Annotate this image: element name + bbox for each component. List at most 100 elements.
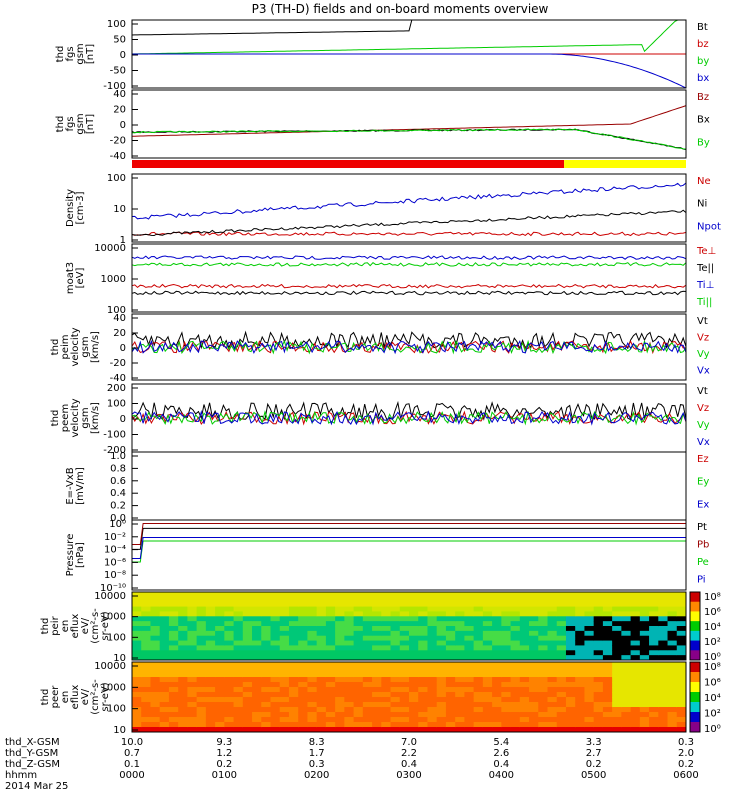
spectrogram-cell: [464, 635, 475, 642]
spectrogram-cell: [529, 655, 539, 661]
spectrogram-cell: [132, 682, 142, 688]
spectrogram-cell: [242, 727, 253, 733]
spectrogram-cell: [612, 667, 622, 673]
spectrogram-cell: [252, 722, 262, 728]
spectrogram-cell: [132, 712, 142, 718]
spectrogram-cell: [298, 655, 308, 661]
spectrogram-cell: [187, 687, 198, 693]
spectrogram-cell: [252, 727, 262, 733]
spectrogram-cell: [409, 611, 419, 617]
spectrogram-cell: [630, 606, 641, 612]
spectrogram-cell: [538, 702, 548, 708]
spectrogram-cell: [224, 606, 235, 612]
x-row-value: 0.4: [401, 759, 417, 770]
spectrogram-cell: [436, 630, 447, 637]
spectrogram-cell: [233, 592, 244, 598]
spectrogram-cell: [436, 655, 447, 661]
spectrogram-cell: [501, 601, 512, 608]
spectrogram-cell: [224, 596, 235, 603]
y-tick-label: 20: [113, 328, 126, 339]
spectrogram-cell: [630, 662, 641, 668]
spectrogram-cell: [565, 640, 576, 646]
spectrogram-cell: [455, 687, 465, 693]
spectrogram-cell: [621, 677, 632, 683]
spectrogram-cell: [676, 626, 687, 632]
spectrogram-cell: [538, 611, 548, 617]
spectrogram-cell: [288, 645, 299, 651]
spectrogram-cell: [492, 667, 502, 673]
spectrogram-cell: [233, 626, 244, 632]
spectrogram-cell: [529, 692, 539, 698]
spectrogram-cell: [390, 626, 401, 632]
spectrogram-cell: [565, 672, 576, 678]
spectrogram-cell: [649, 672, 659, 678]
series-line-npot: [131, 182, 687, 220]
spectrogram-cell: [187, 677, 198, 683]
spectrogram-cell: [261, 687, 271, 693]
spectrogram-cell: [233, 682, 244, 688]
spectrogram-cell: [390, 635, 401, 642]
spectrogram-cell: [492, 697, 502, 703]
spectrogram-cell: [288, 606, 299, 612]
spectrogram-cell: [667, 596, 678, 603]
panel-frame: [131, 243, 687, 313]
spectrogram-cell: [325, 682, 336, 688]
spectrogram-cell: [187, 662, 198, 668]
spectrogram-cell: [325, 621, 336, 627]
spectrogram-cell: [224, 626, 235, 632]
spectrogram-cell: [270, 601, 281, 608]
spectrogram-cell: [141, 717, 151, 723]
spectrogram-cell: [325, 667, 336, 673]
legend-entry: bx: [697, 73, 709, 84]
spectrogram-cell: [215, 640, 225, 646]
spectrogram-cell: [593, 692, 604, 698]
spectrogram-cell: [464, 650, 475, 656]
spectrogram-cell: [279, 677, 290, 683]
spectrogram-cell: [612, 672, 622, 678]
y-tick-label: 20: [113, 105, 126, 116]
spectrogram-cell: [676, 655, 687, 661]
spectrogram-cell: [224, 662, 235, 668]
spectrogram-cell: [372, 616, 382, 622]
spectrogram-cell: [224, 650, 235, 656]
spectrogram-cell: [492, 682, 502, 688]
spectrogram-cell: [409, 621, 419, 627]
spectrogram-cell: [233, 601, 244, 608]
spectrogram-cell: [298, 677, 308, 683]
spectrogram-cell: [427, 712, 438, 718]
spectrogram-cell: [141, 611, 151, 617]
spectrogram-cell: [344, 677, 355, 683]
y-tick-label: 10: [113, 725, 126, 736]
spectrogram-cell: [529, 606, 539, 612]
spectrogram-cell: [381, 662, 392, 668]
spectrogram-cell: [381, 717, 392, 723]
spectrogram-cell: [639, 677, 650, 683]
spectrogram-cell: [279, 616, 290, 622]
spectrogram-cell: [159, 722, 170, 728]
spectrogram-cell: [584, 596, 595, 603]
spectrogram-cell: [529, 601, 539, 608]
spectrogram-cell: [464, 662, 475, 668]
spectrogram-cell: [353, 592, 364, 598]
y-axis-label: en: [60, 620, 71, 633]
spectrogram-cell: [353, 687, 364, 693]
spectrogram-cell: [159, 626, 170, 632]
spectrogram-cell: [390, 707, 401, 713]
spectrogram-cell: [242, 697, 253, 703]
panel-frame: [131, 591, 687, 661]
spectrogram-cell: [381, 677, 392, 683]
spectrogram-cell: [242, 687, 253, 693]
spectrogram-cell: [547, 626, 558, 632]
spectrogram-cell: [187, 616, 198, 622]
spectrogram-cell: [492, 645, 502, 651]
spectrogram-cell: [667, 687, 678, 693]
legend-entry: Vx: [697, 437, 710, 448]
spectrogram-cell: [215, 697, 225, 703]
spectrogram-cell: [298, 630, 308, 637]
spectrogram-cell: [639, 667, 650, 673]
spectrogram-cell: [492, 606, 502, 612]
spectrogram-cell: [676, 630, 687, 637]
spectrogram-cell: [215, 682, 225, 688]
spectrogram-cell: [519, 626, 530, 632]
spectrogram-cell: [399, 606, 410, 612]
